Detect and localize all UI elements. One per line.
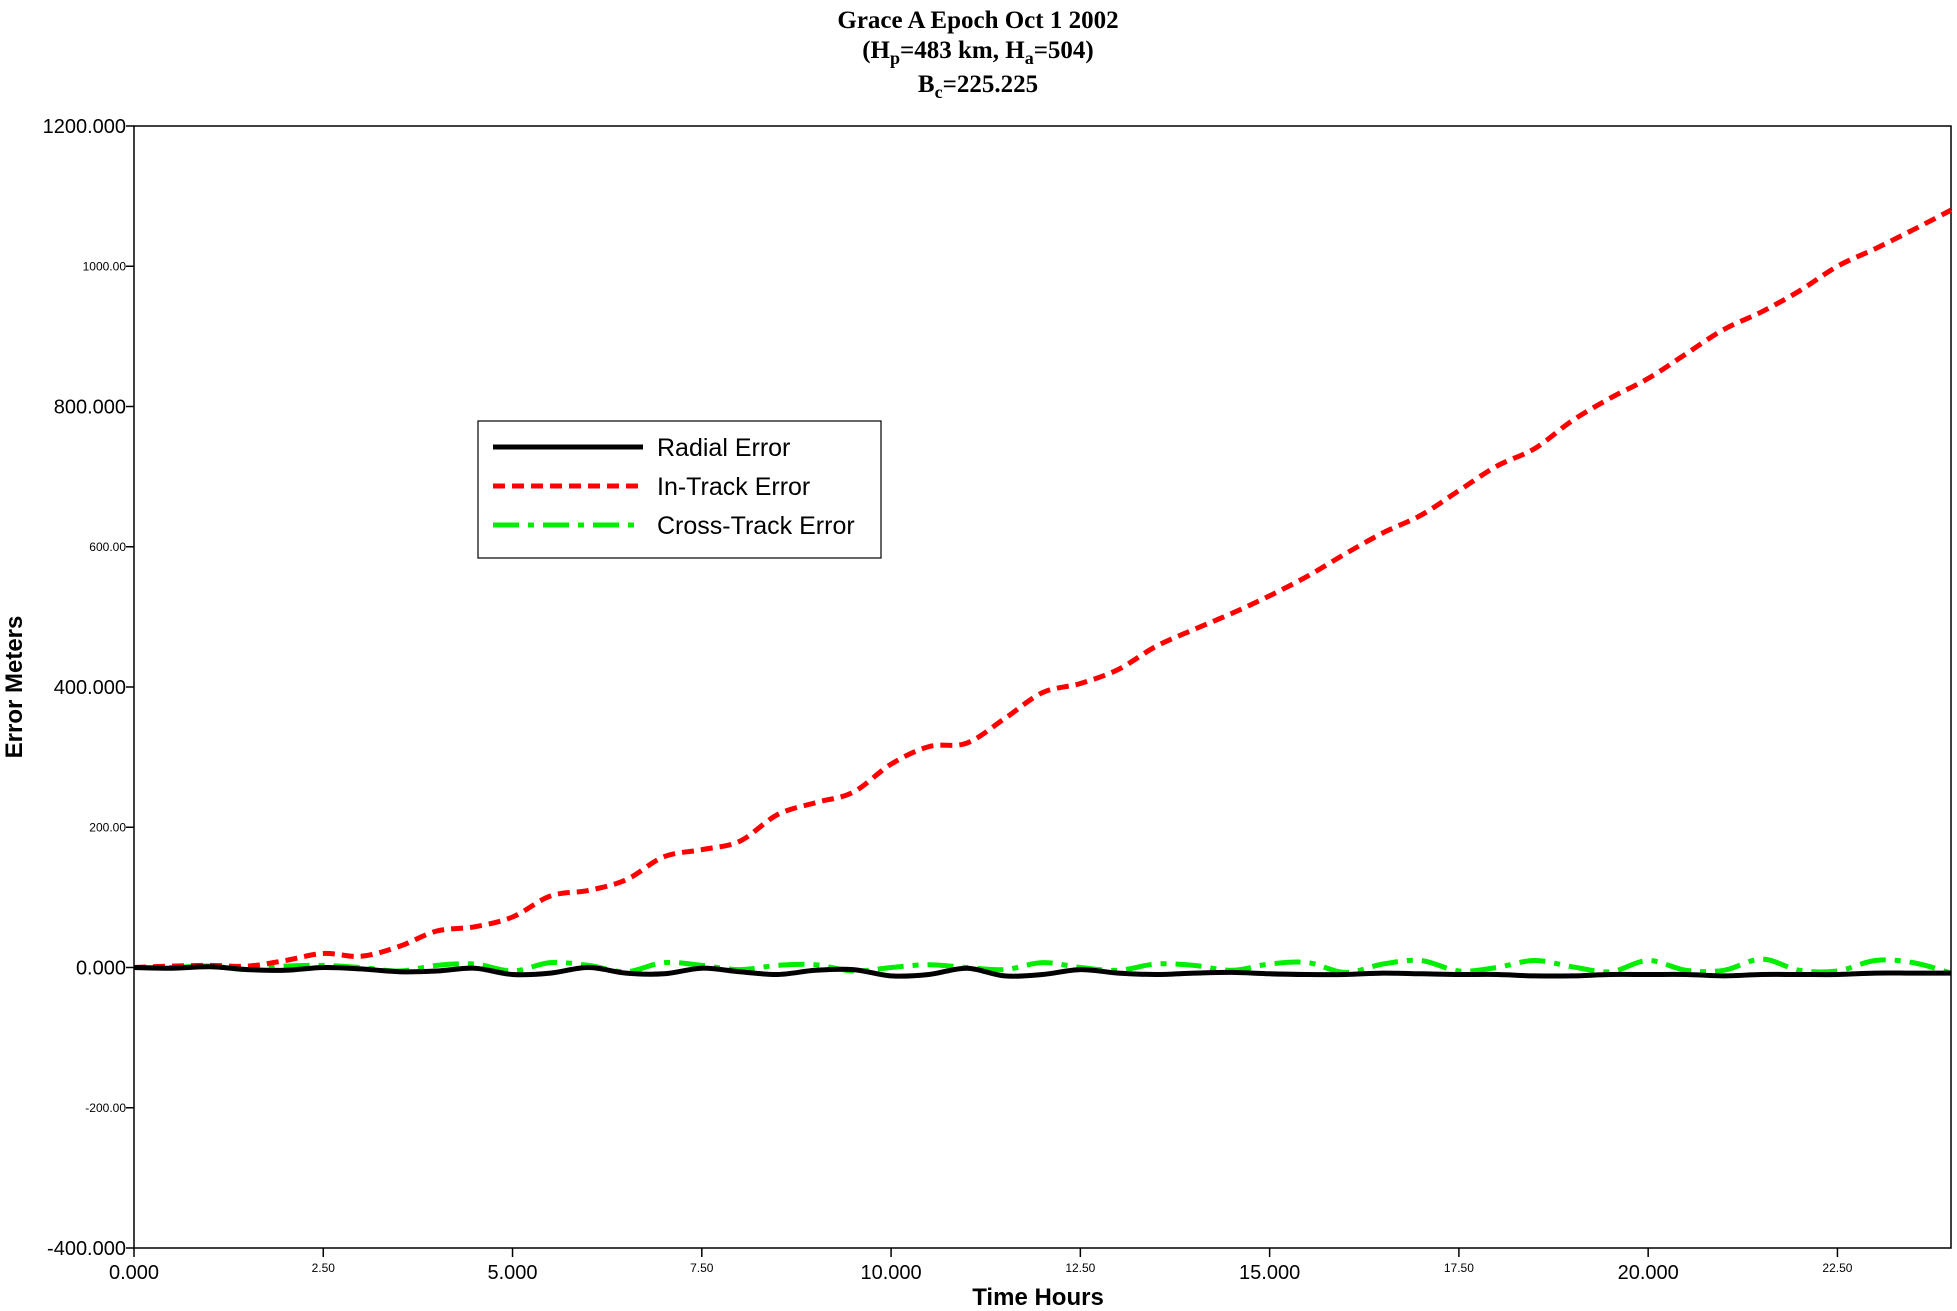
plot-area-frame: [133, 125, 1952, 1249]
x-tick-label: 5.000: [488, 1262, 538, 1284]
x-tick-label: 7.50: [690, 1261, 714, 1275]
x-axis-label: Time Hours: [972, 1284, 1104, 1311]
legend-label-radial: Radial Error: [657, 434, 790, 462]
title-line-1: Grace A Epoch Oct 1 2002: [837, 7, 1118, 34]
y-axis: 1200.000 1000.00 800.000 600.00 400.000 200.0…: [43, 116, 134, 1260]
y-tick-label: 800.000: [54, 397, 126, 419]
series-layer: [133, 207, 1953, 979]
y-tick-label: 1200.000: [43, 116, 126, 138]
y-tick-label: 1000.00: [83, 259, 127, 273]
series-line-cross-track-error: [133, 956, 1952, 976]
chart-title: Grace A Epoch Oct 1 2002 (Hp=483 km, Ha=…: [837, 7, 1118, 102]
x-tick-label: 15.000: [1239, 1262, 1300, 1284]
x-axis: 0.000 2.50 5.000 7.50 10.000 12.50 15.000 17.50…: [109, 1248, 1853, 1284]
y-tick-label: 400.000: [54, 677, 126, 699]
y-tick-label: 600.00: [89, 540, 126, 554]
y-tick-label: -400.000: [47, 1238, 126, 1260]
legend: Radial Error In-Track Error Cross-Track …: [477, 420, 882, 559]
x-tick-label: 2.50: [312, 1261, 336, 1275]
x-tick-label: 12.50: [1065, 1261, 1095, 1275]
x-tick-label: 0.000: [109, 1262, 159, 1284]
series-line-in-track-error: [133, 207, 1953, 970]
y-axis-label: Error Meters: [1, 616, 28, 759]
legend-label-in-track: In-Track Error: [657, 473, 810, 501]
title-line-3: Bc=225.225: [918, 71, 1038, 102]
y-tick-label: 200.00: [89, 820, 126, 834]
series-line-radial-error: [133, 964, 1951, 979]
y-tick-label: -200.00: [85, 1101, 126, 1115]
x-tick-label: 10.000: [860, 1262, 921, 1284]
legend-label-cross-track: Cross-Track Error: [657, 512, 855, 540]
y-tick-label: 0.000: [76, 958, 126, 980]
x-tick-label: 22.50: [1822, 1261, 1852, 1275]
x-tick-label: 17.50: [1444, 1261, 1474, 1275]
legend-box: [477, 420, 882, 559]
title-line-2: (Hp=483 km, Ha=504): [862, 37, 1094, 68]
x-tick-label: 20.000: [1618, 1262, 1679, 1284]
